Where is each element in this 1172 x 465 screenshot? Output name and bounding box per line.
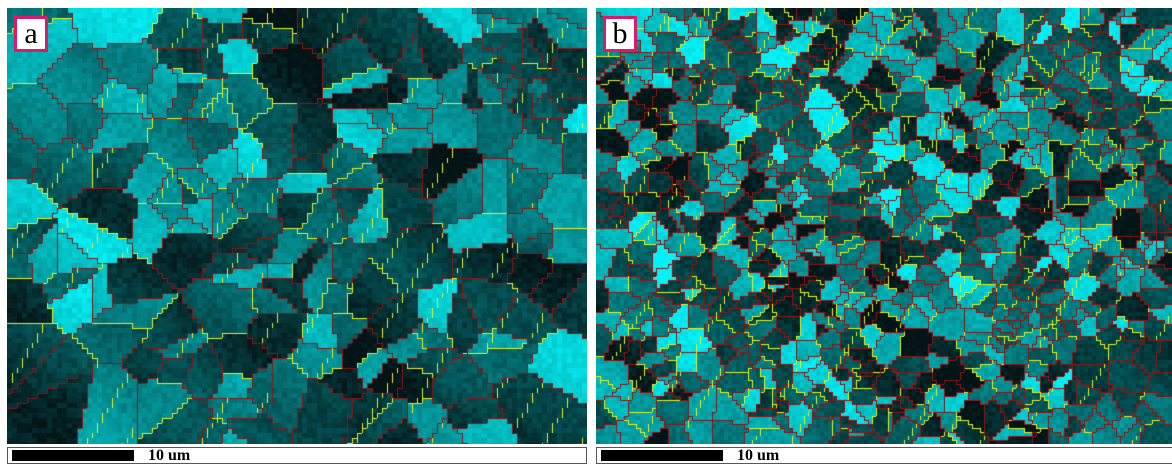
scale-bar-strip-a: 10 um bbox=[7, 447, 587, 464]
scale-bar-b bbox=[601, 450, 723, 461]
scale-bar-label-a: 10 um bbox=[148, 447, 191, 464]
scale-bar-strip-b: 10 um bbox=[596, 447, 1172, 464]
panel-label-b: b bbox=[603, 16, 637, 52]
scale-bar-a bbox=[12, 450, 134, 461]
ebsd-map-panel-b: b bbox=[596, 8, 1172, 444]
panel-label-a: a bbox=[14, 16, 48, 52]
ebsd-map-image-a bbox=[7, 8, 587, 444]
ebsd-map-panel-a: a bbox=[7, 8, 587, 444]
ebsd-map-image-b bbox=[596, 8, 1172, 444]
scale-bar-label-b: 10 um bbox=[737, 447, 780, 464]
